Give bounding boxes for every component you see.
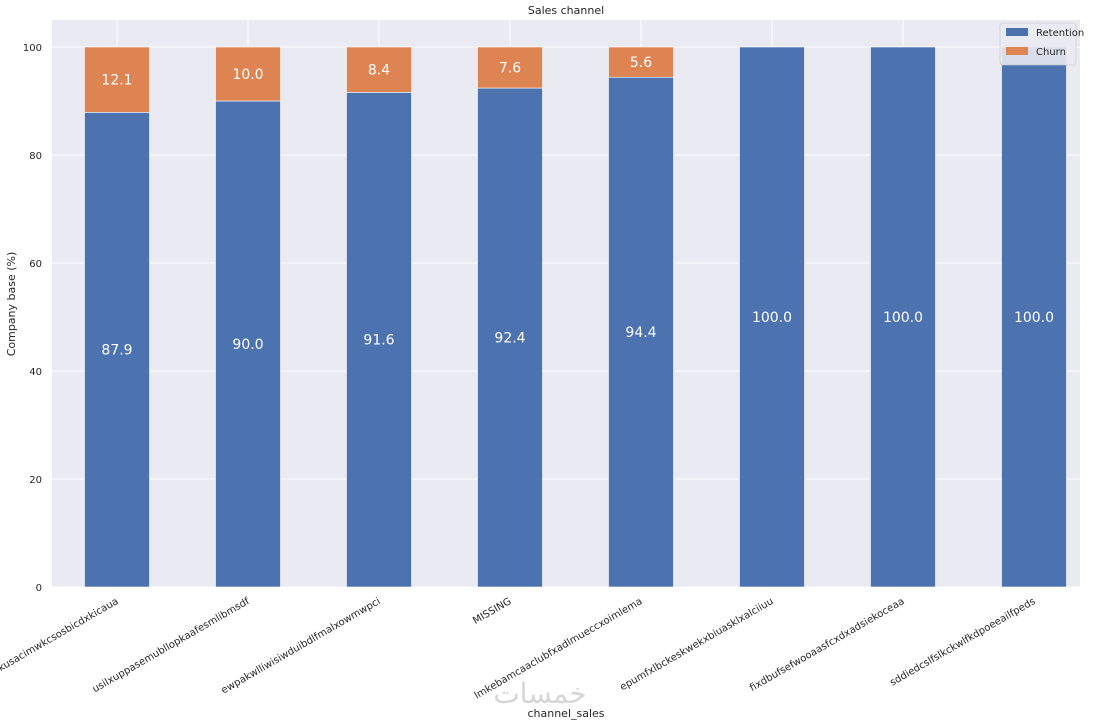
x-tick-label: epumfxlbckeskwekxbiuasklxalciiuu	[618, 596, 775, 693]
y-tick-label: 40	[29, 367, 42, 378]
data-label-retention-4: 94.4	[625, 325, 656, 341]
x-tick-label: sddiedcslfslkckwlfkdpoeeailfpeds	[888, 596, 1037, 688]
watermark-logo: خمسات	[493, 677, 586, 710]
bars	[84, 46, 1067, 588]
y-tick-label: 0	[36, 583, 42, 594]
x-tick-label: usilxuppasemubllopkaafesmlibmsdf	[91, 596, 252, 695]
x-tick-label: fixdbufsefwooaasfcxdxadsiekoceaa	[748, 596, 906, 694]
data-label-churn-1: 10.0	[232, 67, 263, 83]
bar-retention-4	[608, 76, 674, 588]
chart-title: Sales channel	[528, 4, 604, 17]
x-tick-label: ewpakwlliwisiwduibdlfmalxowmwpci	[220, 596, 383, 696]
data-label-churn-4: 5.6	[630, 55, 652, 71]
bar-retention-7	[1001, 46, 1067, 588]
bar-retention-1	[215, 100, 281, 588]
data-label-churn-3: 7.6	[499, 61, 521, 77]
data-label-retention-7: 100.0	[1014, 310, 1054, 326]
data-label-retention-5: 100.0	[752, 310, 792, 326]
data-label-retention-1: 90.0	[232, 337, 263, 353]
bar-retention-5	[739, 46, 805, 588]
bar-churn-3	[477, 46, 543, 89]
data-labels: 87.9 12.1 90.0 10.0 91.6 8.4 92.4 7.6 94.4 5.6 100…	[101, 55, 1054, 359]
legend-swatch-retention	[1006, 28, 1028, 36]
data-label-retention-0: 87.9	[101, 343, 132, 359]
y-axis-label: Company base (%)	[5, 252, 18, 357]
data-label-retention-6: 100.0	[883, 310, 923, 326]
bar-churn-1	[215, 46, 281, 102]
bar-churn-4	[608, 46, 674, 78]
legend-label-retention: Retention	[1036, 28, 1084, 39]
y-tick-labels: 0 20 40 60 80 100	[23, 43, 42, 594]
y-tick-label: 100	[23, 43, 42, 54]
bar-churn-0	[84, 46, 150, 113]
bar-retention-0	[84, 112, 150, 588]
bar-retention-6	[870, 46, 936, 588]
data-label-retention-3: 92.4	[494, 331, 525, 347]
legend-swatch-churn	[1006, 47, 1028, 55]
legend: Retention Churn	[999, 22, 1084, 66]
data-label-churn-2: 8.4	[368, 63, 390, 79]
y-tick-label: 80	[29, 151, 42, 162]
x-axis-label: channel_sales	[527, 707, 604, 720]
data-label-churn-0: 12.1	[101, 73, 132, 89]
bar-retention-2	[346, 92, 412, 588]
bar-churn-2	[346, 46, 412, 93]
y-tick-label: 20	[29, 475, 42, 486]
legend-label-churn: Churn	[1036, 47, 1066, 58]
x-tick-label: MISSING	[471, 596, 513, 627]
y-tick-label: 60	[29, 259, 42, 270]
data-label-retention-2: 91.6	[363, 333, 394, 349]
